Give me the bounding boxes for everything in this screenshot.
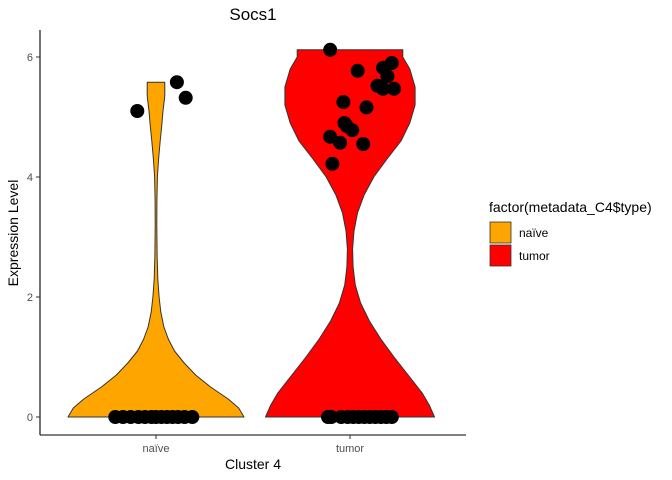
point-0-0 [130,104,145,118]
y-ticks: 0 2 4 6 [27,52,40,424]
x-axis-title: Cluster 4 [225,456,281,472]
x-tick-label-1: tumor [336,443,364,455]
point-0-2 [178,90,193,105]
legend-label-naive: naïve [519,226,549,240]
legend: factor(metadata_C4$type) naïve tumor [489,199,652,267]
point-1-18 [324,410,339,424]
point-1-0 [323,42,338,57]
legend-key-tumor [489,244,512,267]
legend-label-tumor: tumor [519,249,550,263]
violin-0 [67,81,245,418]
point-1-28 [384,410,399,424]
y-axis-title: Expression Level [5,180,21,287]
x-tick-label-0: naïve [143,443,170,455]
points-layer [108,42,401,424]
x-ticks: naïve tumor [143,435,364,455]
point-1-16 [325,156,340,171]
violins-layer [67,49,435,418]
point-1-3 [384,56,399,70]
point-1-7 [387,81,401,96]
point-1-12 [345,123,360,138]
point-1-14 [333,135,348,150]
y-tick-label-6: 6 [27,52,33,64]
point-1-6 [376,81,390,96]
point-1-8 [336,95,351,109]
legend-key-naive [489,221,512,244]
y-tick-label-2: 2 [27,292,33,304]
violin-1 [265,49,435,418]
y-tick-label-4: 4 [27,172,33,184]
point-1-1 [350,63,365,78]
y-tick-label-0: 0 [27,412,33,424]
point-1-15 [356,137,371,151]
point-1-4 [380,69,395,84]
legend-title: factor(metadata_C4$type) [489,199,652,215]
point-1-9 [359,100,374,115]
chart-title: Socs1 [229,5,276,24]
axes-layer [39,30,466,436]
point-0-1 [169,75,184,90]
point-0-15 [185,410,200,424]
